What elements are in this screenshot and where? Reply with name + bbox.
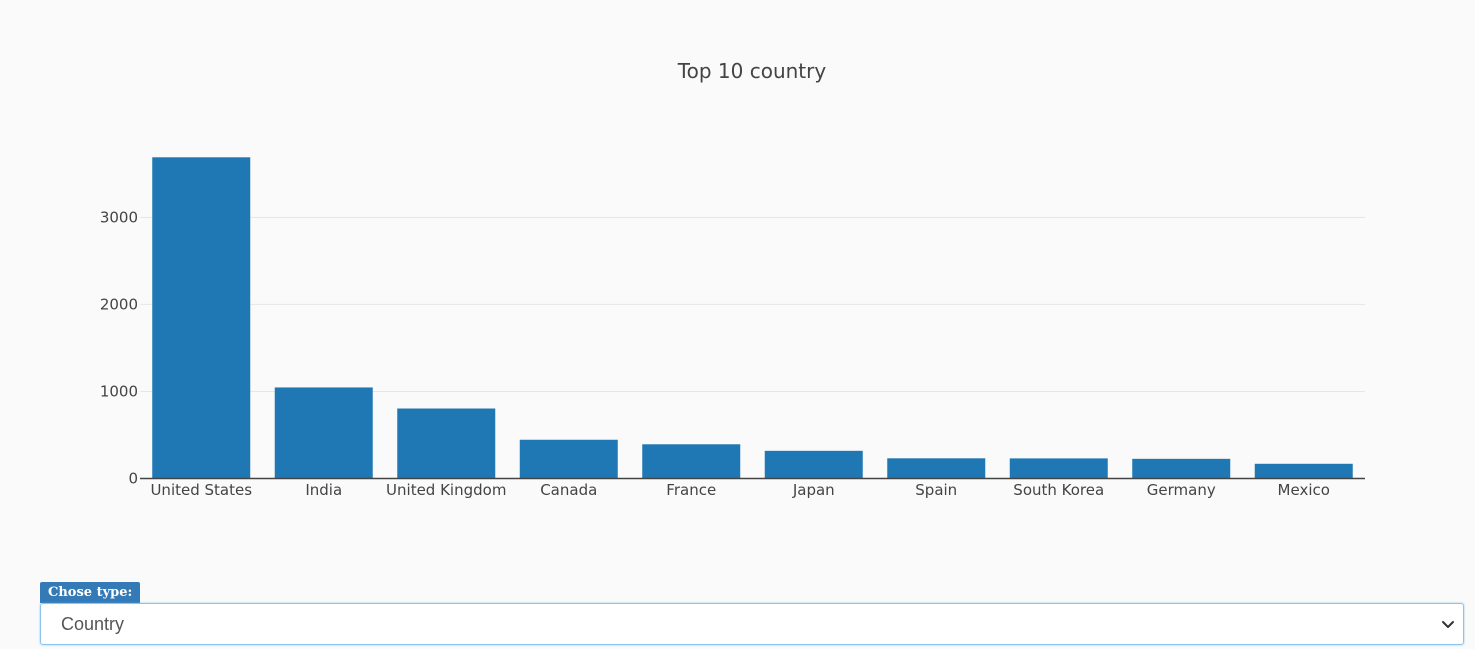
x-tick-label: United Kingdom [386,481,506,499]
x-tick-label: Spain [915,481,957,499]
y-tick-label: 0 [128,470,138,488]
y-tick-label: 1000 [100,382,138,400]
bar[interactable] [519,439,618,479]
chose-type-label: Chose type: [40,582,141,603]
bar[interactable] [1009,458,1108,479]
bar[interactable] [1132,458,1231,479]
chevron-down-icon [1439,614,1457,634]
y-axis-ticks: 0 1000 2000 3000 [100,208,138,487]
bar[interactable] [1254,463,1353,479]
type-select-value: Country [61,614,125,634]
chart-svg: Top 10 country 0 1000 2000 3000 United Stat… [100,59,1365,499]
gridlines [140,216,1365,392]
bar[interactable] [764,450,863,479]
bar[interactable] [397,408,496,479]
x-tick-label: United States [150,481,252,499]
x-axis-ticks: United States India United Kingdom Canada Fr… [150,481,1329,499]
y-tick-label: 2000 [100,295,138,313]
x-tick-label: India [305,481,342,499]
bars [152,157,1353,479]
bar[interactable] [152,157,251,479]
bar[interactable] [887,458,986,479]
x-tick-label: Germany [1147,481,1216,499]
bar-chart: Top 10 country 0 1000 2000 3000 United Stat… [100,59,1365,499]
x-tick-label: South Korea [1013,481,1104,499]
x-tick-label: Mexico [1278,481,1330,499]
bar[interactable] [274,387,373,479]
x-tick-label: Canada [540,481,597,499]
x-tick-label: Japan [792,481,835,499]
chart-title: Top 10 country [677,59,827,83]
x-tick-label: France [666,481,716,499]
bar[interactable] [642,444,741,479]
y-tick-label: 3000 [100,208,138,226]
type-select[interactable]: Country [40,603,1464,645]
